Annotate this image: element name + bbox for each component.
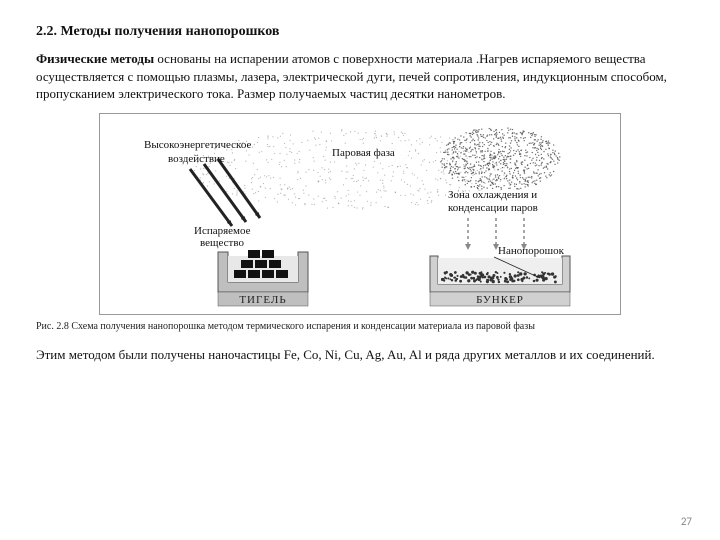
page-number: 27	[681, 515, 692, 528]
svg-text:вещество: вещество	[200, 237, 244, 249]
intro-bold: Физические методы	[36, 51, 154, 66]
svg-text:Испаряемое: Испаряемое	[194, 225, 251, 237]
svg-text:Нанопорошок: Нанопорошок	[498, 245, 565, 257]
section-heading: 2.2. Методы получения нанопорошков	[36, 24, 684, 40]
svg-text:БУНКЕР: БУНКЕР	[476, 294, 524, 306]
figure-caption: Рис. 2.8 Схема получения нанопорошка мет…	[36, 321, 684, 332]
intro-paragraph: Физические методы основаны на испарении …	[36, 50, 684, 103]
svg-text:ТИГЕЛЬ: ТИГЕЛЬ	[239, 294, 286, 306]
svg-text:Высокоэнергетическое: Высокоэнергетическое	[144, 139, 251, 151]
svg-text:воздействие: воздействие	[168, 153, 225, 165]
svg-text:конденсации паров: конденсации паров	[448, 202, 538, 214]
figure-container: Паровая фаза Высокоэнергетическое воздейст…	[36, 113, 684, 315]
closing-paragraph: Этим методом были получены наночастицы F…	[36, 346, 684, 364]
svg-text:Паровая фаза: Паровая фаза	[332, 147, 395, 159]
evaporation-diagram: Паровая фаза Высокоэнергетическое воздейст…	[99, 113, 621, 315]
svg-text:Зона охлаждения и: Зона охлаждения и	[448, 189, 537, 201]
